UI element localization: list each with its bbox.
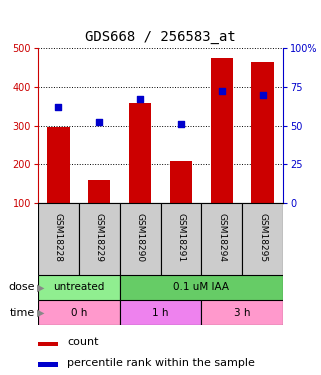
- Bar: [38, 275, 120, 300]
- Text: ▶: ▶: [37, 282, 45, 292]
- Bar: [251, 62, 274, 203]
- Text: 1 h: 1 h: [152, 308, 169, 318]
- Bar: [120, 300, 201, 325]
- Text: GSM18228: GSM18228: [54, 213, 63, 262]
- Bar: [38, 362, 58, 367]
- Point: [56, 104, 61, 110]
- Point: [178, 121, 184, 127]
- Point: [260, 92, 265, 98]
- Bar: [38, 300, 120, 325]
- Text: GSM18291: GSM18291: [177, 213, 186, 262]
- Text: dose: dose: [8, 282, 35, 292]
- Text: GDS668 / 256583_at: GDS668 / 256583_at: [85, 30, 236, 44]
- Text: untreated: untreated: [53, 282, 105, 292]
- Text: count: count: [67, 337, 99, 347]
- Bar: [88, 180, 110, 203]
- Bar: [120, 203, 160, 275]
- Text: 0.1 uM IAA: 0.1 uM IAA: [173, 282, 229, 292]
- Bar: [160, 203, 201, 275]
- Bar: [47, 128, 70, 203]
- Text: GSM18229: GSM18229: [95, 213, 104, 262]
- Text: ▶: ▶: [37, 308, 45, 318]
- Bar: [242, 203, 283, 275]
- Bar: [201, 203, 242, 275]
- Bar: [79, 203, 120, 275]
- Bar: [38, 342, 58, 346]
- Bar: [120, 275, 283, 300]
- Bar: [211, 58, 233, 203]
- Point: [97, 119, 102, 125]
- Bar: [129, 104, 151, 203]
- Bar: [170, 161, 192, 203]
- Text: GSM18294: GSM18294: [217, 213, 226, 262]
- Text: percentile rank within the sample: percentile rank within the sample: [67, 357, 255, 368]
- Text: GSM18295: GSM18295: [258, 213, 267, 262]
- Point: [219, 88, 224, 94]
- Text: time: time: [10, 308, 35, 318]
- Bar: [201, 300, 283, 325]
- Text: 0 h: 0 h: [71, 308, 87, 318]
- Bar: [38, 203, 79, 275]
- Point: [137, 96, 143, 102]
- Text: GSM18290: GSM18290: [135, 213, 144, 262]
- Text: 3 h: 3 h: [234, 308, 250, 318]
